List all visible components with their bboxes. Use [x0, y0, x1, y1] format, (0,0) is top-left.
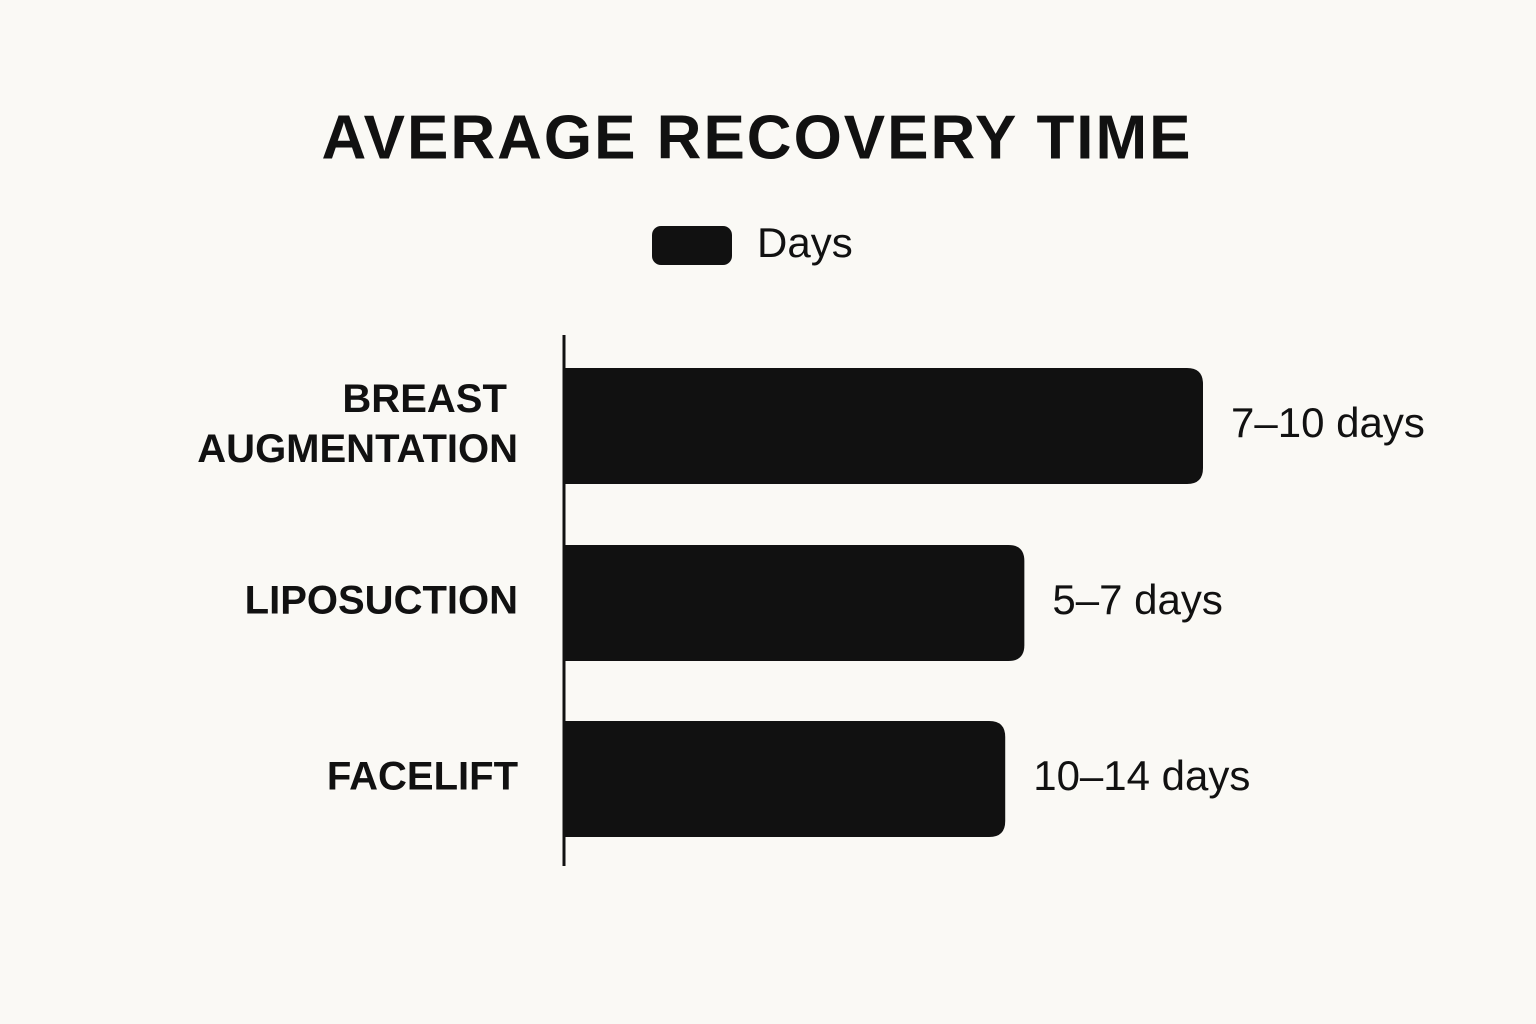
legend-swatch [652, 226, 732, 265]
bar [565, 721, 1006, 837]
y-tick-label: BREAST AUGMENTATION [197, 377, 518, 471]
y-tick-label: LIPOSUCTION [245, 579, 518, 623]
y-tick-label-line: AUGMENTATION [197, 427, 518, 471]
y-tick-label: FACELIFT [327, 755, 518, 799]
bar [565, 545, 1025, 661]
chart-title: AVERAGE RECOVERY TIME [321, 103, 1192, 172]
legend-label: Days [757, 219, 853, 266]
data-label: 5–7 days [1052, 576, 1222, 623]
data-label: 7–10 days [1231, 399, 1425, 446]
bar [565, 368, 1203, 484]
y-tick-label-line: BREAST [342, 377, 518, 421]
data-label: 10–14 days [1033, 752, 1250, 799]
